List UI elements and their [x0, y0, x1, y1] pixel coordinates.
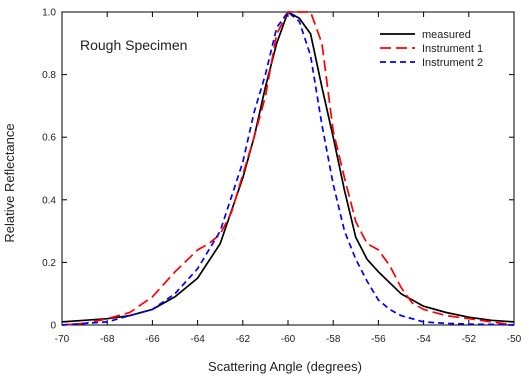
- legend-label: Instrument 2: [422, 57, 483, 69]
- x-tick-label: -64: [190, 334, 205, 345]
- x-tick-label: -56: [371, 334, 386, 345]
- y-tick-label: 0.8: [42, 70, 56, 81]
- y-tick-label: 0.4: [42, 195, 56, 206]
- x-tick-label: -50: [507, 334, 522, 345]
- x-tick-label: -60: [281, 334, 296, 345]
- y-tick-label: 1.0: [42, 8, 56, 19]
- series-line-instrument-1: [61, 11, 515, 326]
- legend-label: measured: [422, 29, 471, 41]
- x-tick-label: -66: [145, 334, 160, 345]
- series-line-instrument-2: [61, 11, 515, 326]
- x-tick-label: -62: [236, 334, 251, 345]
- x-tick-label: -52: [462, 334, 477, 345]
- y-tick-label: 0.2: [42, 258, 56, 269]
- x-tick-label: -68: [100, 334, 115, 345]
- x-axis-label: Scattering Angle (degrees): [208, 359, 362, 374]
- legend: measured Instrument 1 Instrument 2: [380, 29, 483, 69]
- x-tick-label: -70: [55, 334, 70, 345]
- y-tick-label: 0.6: [42, 133, 56, 144]
- x-tick-label: -58: [326, 334, 341, 345]
- chart-annotation: Rough Specimen: [80, 37, 187, 53]
- series-lines: [61, 11, 515, 326]
- y-axis-label: Relative Reflectance: [2, 123, 17, 242]
- legend-label: Instrument 1: [422, 43, 483, 55]
- y-axis: 0 0.2 0.4 0.6 0.8 1.0: [42, 8, 514, 332]
- x-tick-label: -54: [416, 334, 431, 345]
- y-tick-label: 0: [50, 321, 56, 332]
